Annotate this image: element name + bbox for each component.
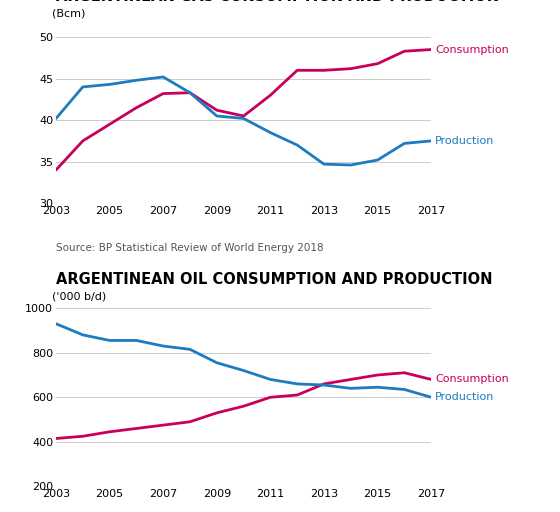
Text: Consumption: Consumption [435,45,508,55]
Text: Production: Production [435,136,494,146]
Text: Consumption: Consumption [435,374,508,385]
Text: Source: BP Statistical Review of World Energy 2018: Source: BP Statistical Review of World E… [56,243,324,253]
Text: ARGENTINEAN OIL CONSUMPTION AND PRODUCTION: ARGENTINEAN OIL CONSUMPTION AND PRODUCTI… [56,272,492,287]
Text: ('000 b/d): ('000 b/d) [52,292,106,302]
Text: Production: Production [435,392,494,402]
Text: (Bcm): (Bcm) [52,9,86,18]
Text: ARGENTINEAN GAS CONSUMPTION AND PRODUCTION: ARGENTINEAN GAS CONSUMPTION AND PRODUCTI… [56,0,499,4]
